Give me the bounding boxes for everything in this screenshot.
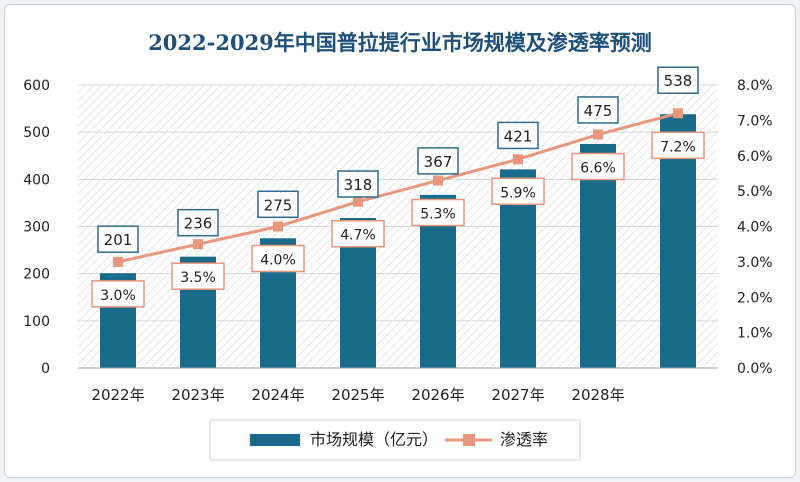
left-axis-tick: 0 <box>41 361 50 377</box>
rate-value-box <box>251 244 305 273</box>
left-axis-tick: 600 <box>23 78 50 94</box>
rate-value-label: 4.7% <box>340 228 376 244</box>
bar-value-box <box>337 170 379 198</box>
rate-value-label: 5.9% <box>500 185 536 201</box>
right-axis-tick: 1.0% <box>737 326 773 342</box>
bar-value-label: 318 <box>344 176 373 194</box>
bar-value-box <box>177 208 219 237</box>
bar-value-box <box>97 225 139 253</box>
bar-value-label: 275 <box>264 196 293 214</box>
rate-value-label: 5.3% <box>420 207 456 223</box>
left-axis: 0 100 200 300 400 500 600 <box>23 78 50 377</box>
left-axis-tick: 300 <box>23 220 50 236</box>
rate-value-label: 3.5% <box>180 270 216 286</box>
legend-line-label: 渗透率 <box>500 430 548 449</box>
bar-value-label: 236 <box>184 215 213 233</box>
right-axis: 0.0% 1.0% 2.0% 3.0% 4.0% 5.0% 6.0% 7.0% 8.0% <box>737 78 773 377</box>
right-axis-tick: 8.0% <box>737 78 773 94</box>
rate-value-box <box>171 262 225 290</box>
rate-value-label: 7.2% <box>660 139 696 155</box>
rate-value-label: 4.0% <box>260 253 296 269</box>
left-axis-tick: 100 <box>23 314 50 330</box>
right-axis-tick: 0.0% <box>737 361 773 377</box>
bar-value-box <box>417 147 459 175</box>
rate-value-box <box>651 131 705 160</box>
legend: 市场规模（亿元） 渗透率 <box>209 419 581 461</box>
x-axis-tick: 2023年 <box>171 386 224 404</box>
x-axis: 2022年 2023年 2024年 2025年 2026年 2027年 2028年 <box>78 367 718 404</box>
bar-value-box <box>497 121 539 150</box>
bar-value-box <box>577 96 619 124</box>
rate-value-box <box>411 198 465 227</box>
right-axis-tick: 7.0% <box>737 113 773 129</box>
bar-labels: 201 236 275 318 367 421 475 538 <box>97 66 699 253</box>
line-point <box>193 239 203 250</box>
bar <box>580 143 616 368</box>
rate-value-box <box>331 219 385 248</box>
rate-value-label: 3.0% <box>100 288 136 304</box>
line-point <box>673 108 683 119</box>
right-axis-tick: 5.0% <box>737 184 773 200</box>
right-axis-tick: 4.0% <box>737 220 773 236</box>
line-point <box>593 129 603 140</box>
left-axis-tick: 200 <box>23 267 50 283</box>
bar-value-label: 538 <box>664 72 693 90</box>
rate-value-box <box>571 152 625 181</box>
x-axis-tick: 2027年 <box>491 386 544 404</box>
line-labels: 3.0% 3.5% 4.0% 4.7% 5.3% 5.9% 6.6% 7.2% <box>91 131 705 308</box>
x-axis-tick: 2025年 <box>331 386 384 404</box>
x-axis-tick: 2028年 <box>571 386 624 404</box>
x-axis-tick: 2024年 <box>251 386 304 404</box>
x-axis-tick: 2022年 <box>91 386 144 404</box>
chart-title: 2022-2029年中国普拉提行业市场规模及渗透率预测 <box>148 30 652 55</box>
right-axis-tick: 3.0% <box>737 255 773 271</box>
line-point <box>273 221 283 232</box>
legend-bar-swatch <box>250 434 300 446</box>
line-point <box>433 175 443 186</box>
line-point <box>113 256 123 267</box>
left-axis-tick: 400 <box>23 172 50 188</box>
rate-value-label: 6.6% <box>580 161 616 177</box>
bar-value-box <box>257 190 299 219</box>
rate-value-box <box>91 280 145 308</box>
legend-line-marker <box>463 434 475 446</box>
line-point <box>353 196 363 207</box>
rate-value-box <box>491 177 545 206</box>
x-axis-tick: 2026年 <box>411 386 464 404</box>
line-series <box>113 108 683 267</box>
line-path <box>117 111 679 264</box>
bar-value-label: 475 <box>584 102 613 120</box>
bar-value-label: 201 <box>104 231 133 249</box>
bar-value-label: 367 <box>424 153 453 171</box>
bar-value-label: 421 <box>504 127 533 145</box>
right-axis-tick: 6.0% <box>737 149 773 165</box>
left-axis-tick: 500 <box>23 125 50 141</box>
bar-value-box <box>657 66 699 94</box>
legend-bar-label: 市场规模（亿元） <box>310 430 438 449</box>
line-point <box>513 154 523 165</box>
right-axis-tick: 2.0% <box>737 290 773 306</box>
